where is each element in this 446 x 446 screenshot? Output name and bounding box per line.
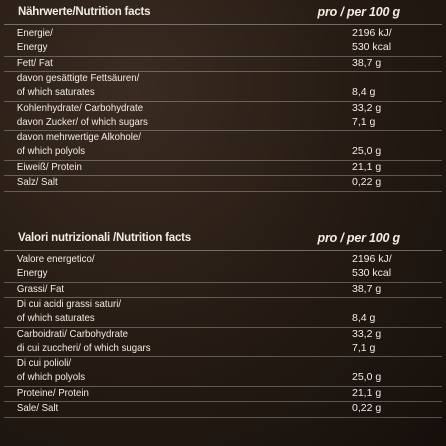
table-row: of which saturates 8,4 g (4, 312, 442, 328)
nutrient-name: of which polyols (16, 371, 86, 383)
nutrient-name: davon mehrwertige Alkohole/ (16, 131, 141, 143)
nutrient-value: 0,22 g (352, 402, 382, 414)
nutrient-value: 7,1 g (352, 341, 376, 354)
table-row: of which saturates 8,4 g (4, 86, 442, 102)
header-unit: pro / per 100 g (317, 5, 401, 19)
table-row: davon gesättigte Fettsäuren/ (4, 72, 442, 86)
nutrient-value: 21,1 g (352, 386, 382, 399)
table-header: Nährwerte/Nutrition facts pro / per 100 … (4, 0, 442, 25)
table-rows: Energie/2196 kJ/Energy 530 kcal Fett/ Fat 3… (4, 25, 442, 192)
nutrient-value: 38,7 g (352, 56, 382, 69)
table-row: Salz/ Salt 0,22 g (4, 176, 442, 192)
table-row: Energie/2196 kJ/ (4, 27, 442, 41)
table-rows: Valore energetico/2196 kJ/Energy 530 kcal… (4, 251, 442, 418)
table-row: Sale/ Salt 0,22 g (4, 402, 442, 418)
table-row: Di cui polioli/ (4, 357, 442, 371)
table-row: Proteine/ Protein 21,1 g (4, 386, 442, 402)
nutrient-value: 7,1 g (352, 115, 376, 128)
nutrition-table-italian: Valori nutrizionali /Nutrition facts pro… (4, 226, 442, 446)
table-row: Kohlenhydrate/ Carbohydrate 33,2 g (4, 102, 442, 116)
nutrient-name: Eiweiß/ Protein (16, 160, 82, 173)
table-row: Di cui acidi grassi saturi/ (4, 298, 442, 312)
nutrient-name: of which polyols (16, 145, 86, 157)
nutrient-name: Grassi/ Fat (16, 282, 65, 295)
nutrient-name: Fett/ Fat (16, 56, 53, 69)
header-unit: pro / per 100 g (317, 231, 401, 245)
nutrient-value: 38,7 g (352, 282, 382, 295)
nutrient-name: Carboidrati/ Carbohydrate (16, 327, 129, 340)
nutrient-value: 33,2 g (352, 101, 382, 114)
table-row: Carboidrati/ Carbohydrate 33,2 g (4, 328, 442, 342)
nutrient-name: Proteine/ Protein (16, 386, 89, 399)
nutrient-name: Kohlenhydrate/ Carbohydrate (16, 101, 144, 114)
nutrient-name: of which saturates (16, 312, 95, 324)
table-row: Grassi/ Fat 38,7 g (4, 282, 442, 298)
nutrient-name: Energy (16, 267, 48, 279)
nutrient-name: davon gesättigte Fettsäuren/ (16, 72, 140, 84)
nutrient-value: 530 kcal (352, 267, 392, 279)
table-row: of which polyols 25,0 g (4, 371, 442, 387)
nutrient-name: Di cui polioli/ (16, 357, 72, 369)
nutrient-name: Energy (16, 41, 48, 53)
nutrient-value: 0,22 g (352, 176, 382, 188)
nutrient-value: 33,2 g (352, 327, 382, 340)
nutrient-value: 25,0 g (352, 371, 382, 383)
nutrient-name: davon Zucker/ of which sugars (16, 115, 148, 128)
table-row: Fett/ Fat 38,7 g (4, 56, 442, 72)
header-title: Nährwerte/Nutrition facts (18, 6, 151, 18)
nutrient-value: 21,1 g (352, 160, 382, 173)
table-row: Valore energetico/2196 kJ/ (4, 253, 442, 267)
table-row: di cui zuccheri/ of which sugars 7,1 g (4, 341, 442, 357)
table-row: davon mehrwertige Alkohole/ (4, 131, 442, 145)
table-row: Energy 530 kcal (4, 41, 442, 57)
nutrient-name: of which saturates (16, 86, 95, 98)
table-header: Valori nutrizionali /Nutrition facts pro… (4, 226, 442, 251)
nutrient-name: di cui zuccheri/ of which sugars (16, 341, 151, 354)
nutrient-name: Energie/ (16, 27, 53, 39)
nutrient-name: Valore energetico/ (16, 253, 95, 265)
nutrient-name: Sale/ Salt (16, 402, 59, 414)
nutrient-value: 25,0 g (352, 145, 382, 157)
table-row: davon Zucker/ of which sugars 7,1 g (4, 115, 442, 131)
table-row: of which polyols 25,0 g (4, 145, 442, 161)
nutrient-value: 8,4 g (352, 86, 376, 98)
header-title: Valori nutrizionali /Nutrition facts (18, 232, 191, 244)
nutrient-name: Salz/ Salt (16, 176, 58, 188)
nutrient-value: 8,4 g (352, 312, 376, 324)
table-row: Eiweiß/ Protein 21,1 g (4, 160, 442, 176)
nutrient-value: 2196 kJ/ (352, 253, 392, 265)
nutrient-name: Di cui acidi grassi saturi/ (16, 298, 122, 310)
nutrition-table-german: Nährwerte/Nutrition facts pro / per 100 … (4, 0, 442, 228)
nutrient-value: 530 kcal (352, 41, 392, 53)
nutrient-value: 2196 kJ/ (352, 27, 392, 39)
table-row: Energy 530 kcal (4, 267, 442, 283)
